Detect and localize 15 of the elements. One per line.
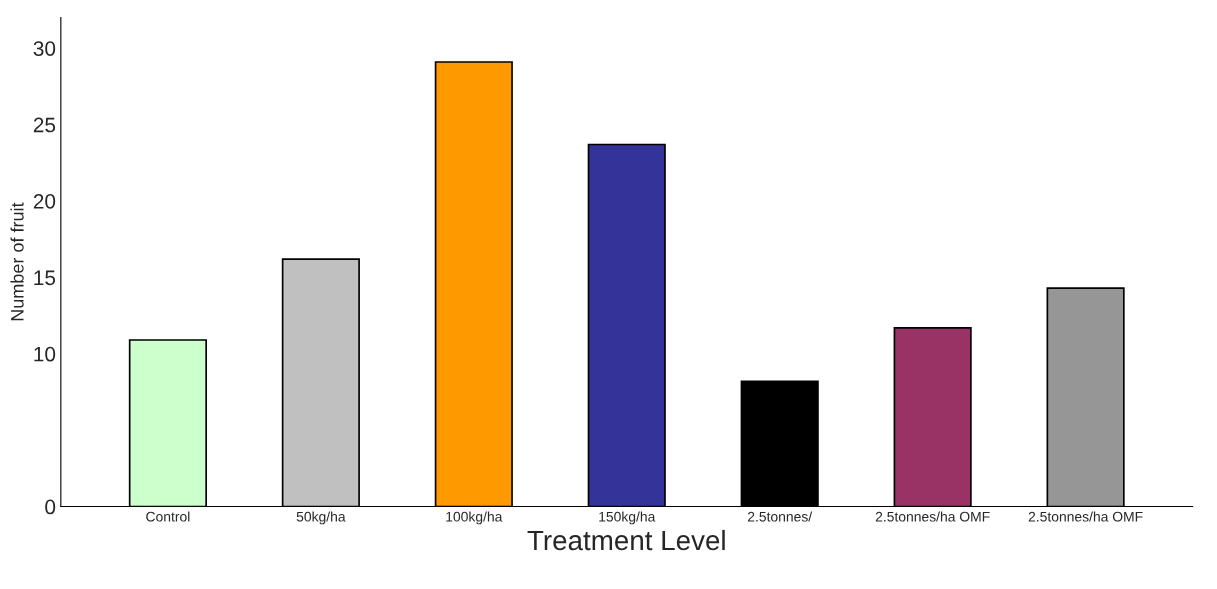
y-tick-label: 20 [33,194,56,209]
x-tick-label: 150kg/ha [599,511,656,525]
y-tick-label: 30 [33,41,56,56]
y-tick-label: 25 [33,117,56,133]
y-tick-label: 0 [45,499,56,515]
x-tick-label: 50kg/ha [296,511,346,525]
x-tick-label: Control [146,511,190,522]
x-tick-label: 2.5tonnes/ha OMF [875,511,990,522]
x-tick-label: 2.5tonnes/ [747,511,813,522]
x-tick-label: 100kg/ha [446,511,503,525]
x-tick-label: 2.5tonnes/ha OMF [1028,511,1143,522]
x-axis-title: Treatment Level [527,529,725,551]
y-tick-label: 10 [34,346,56,362]
y-tick-label: 15 [34,270,56,286]
y-axis-title: Number of fruit [10,202,24,321]
